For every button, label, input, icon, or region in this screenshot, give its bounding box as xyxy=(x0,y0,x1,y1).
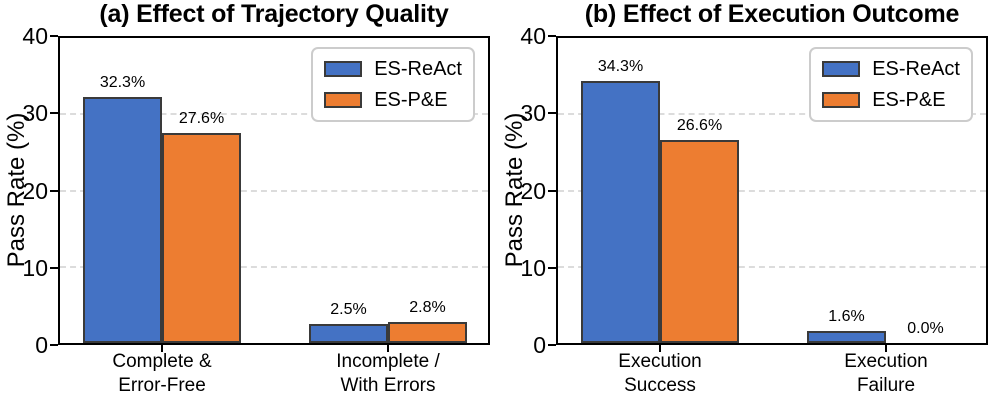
bar-value-label: 2.5% xyxy=(330,301,367,318)
x-tick-mark xyxy=(387,345,389,352)
y-tick-mark xyxy=(548,344,556,346)
bar-value-label: 1.6% xyxy=(828,308,865,325)
bar-es-p-e xyxy=(388,322,467,343)
x-category-label: Complete & Error-Free xyxy=(112,351,212,396)
legend-item: ES-ReAct xyxy=(324,58,462,80)
plot-area: ES-ReAct ES-P&E 34.3% 1.6% 26.6% 0.0% xyxy=(556,36,988,345)
legend-swatch-es-pe xyxy=(822,92,861,108)
bar-es-react xyxy=(807,331,886,343)
y-tick-mark xyxy=(50,344,58,346)
x-tick-mark xyxy=(659,345,661,352)
x-tick-mark xyxy=(885,345,887,352)
bar-value-label: 2.8% xyxy=(409,299,446,316)
legend: ES-ReAct ES-P&E xyxy=(809,47,973,122)
y-tick-mark xyxy=(50,112,58,115)
bar-value-label: 27.6% xyxy=(178,110,225,127)
gridline xyxy=(60,113,488,116)
legend-label: ES-ReAct xyxy=(374,58,462,80)
y-tick-mark xyxy=(548,112,556,115)
y-tick-label: 20 xyxy=(520,177,546,204)
bar-value-label: 26.6% xyxy=(676,117,723,134)
legend-item: ES-ReAct xyxy=(822,58,960,80)
y-tick-label: 20 xyxy=(22,177,48,204)
y-tick-label: 40 xyxy=(22,23,48,49)
legend-swatch-es-react xyxy=(324,61,363,77)
chart-title: (b) Effect of Execution Outcome xyxy=(584,0,960,28)
y-tick-label: 30 xyxy=(520,100,546,127)
y-tick-label: 10 xyxy=(520,254,546,281)
bar-es-p-e xyxy=(162,133,241,343)
x-category-label: Incomplete / With Errors xyxy=(336,351,440,396)
y-tick-mark xyxy=(50,266,58,269)
bar-value-label: 34.3% xyxy=(597,58,644,75)
legend-item: ES-P&E xyxy=(822,89,960,111)
gridline xyxy=(60,265,488,268)
legend-item: ES-P&E xyxy=(324,89,462,111)
bar-value-label: 32.3% xyxy=(99,74,146,91)
bar-es-react xyxy=(309,324,388,343)
bar-es-p-e xyxy=(660,140,739,343)
gridline xyxy=(60,189,488,192)
chart-panel-a: (a) Effect of Trajectory Quality Pass Ra… xyxy=(3,0,490,396)
legend-label: ES-ReAct xyxy=(872,58,960,80)
y-tick-mark xyxy=(50,189,58,192)
bar-value-label: 0.0% xyxy=(907,320,944,337)
legend-label: ES-P&E xyxy=(872,89,946,111)
x-tick-mark xyxy=(161,345,163,352)
y-tick-label: 40 xyxy=(520,23,546,49)
legend-label: ES-P&E xyxy=(374,89,448,111)
bar-es-react xyxy=(581,81,660,343)
y-tick-mark xyxy=(548,189,556,192)
y-tick-mark xyxy=(548,35,556,37)
y-tick-mark xyxy=(50,35,58,37)
y-tick-label: 10 xyxy=(22,254,48,281)
chart-title: (a) Effect of Trajectory Quality xyxy=(99,0,449,28)
x-category-label: Execution Failure xyxy=(844,351,928,396)
y-tick-label: 30 xyxy=(22,100,48,127)
x-category-label: Execution Success xyxy=(618,351,702,396)
bar-es-react xyxy=(83,97,162,343)
legend-swatch-es-pe xyxy=(324,92,363,108)
gridline xyxy=(558,113,986,116)
y-tick-label: 0 xyxy=(35,332,48,358)
y-tick-mark xyxy=(548,266,556,269)
gridline xyxy=(558,189,986,192)
y-tick-label: 0 xyxy=(533,332,546,358)
gridline xyxy=(558,265,986,268)
legend: ES-ReAct ES-P&E xyxy=(311,47,475,122)
chart-panel-b: (b) Effect of Execution Outcome Pass Rat… xyxy=(498,0,996,402)
legend-swatch-es-react xyxy=(822,61,861,77)
plot-area: ES-ReAct ES-P&E 32.3% 2.5% 27.6% 2.8% xyxy=(58,36,490,345)
